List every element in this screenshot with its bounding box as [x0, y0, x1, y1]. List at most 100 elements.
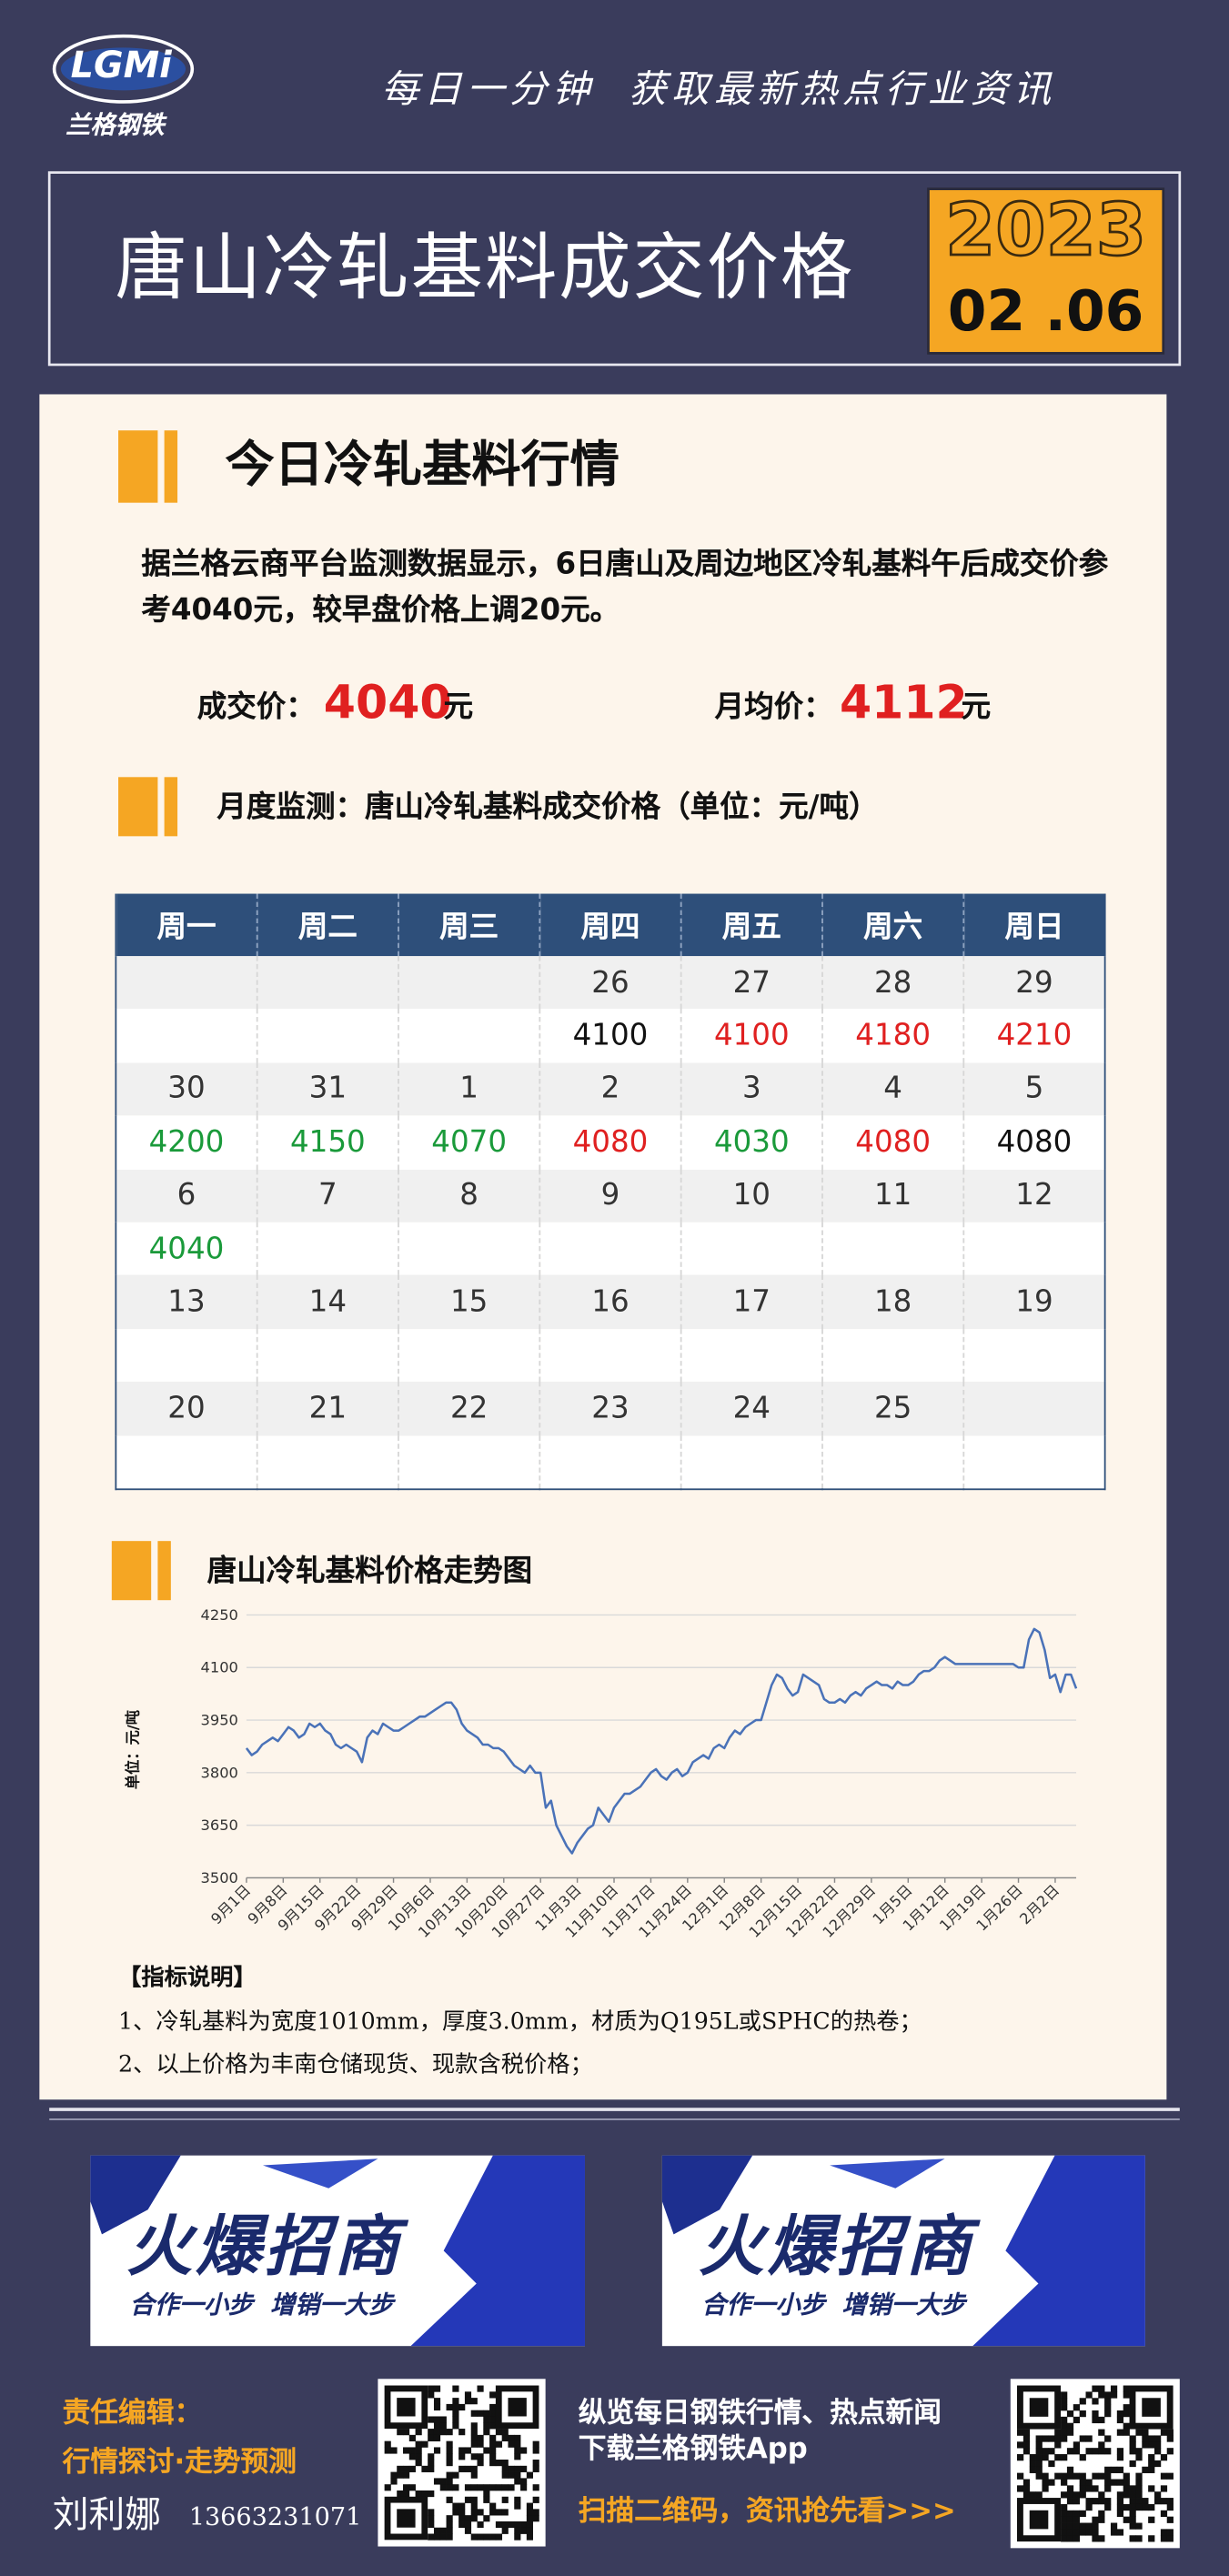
qr-module — [1148, 2516, 1155, 2523]
qr-module — [1079, 2485, 1086, 2492]
qr-module — [1098, 2516, 1105, 2523]
promo-line: 扫描二维码，资讯抢先看>>> — [578, 2495, 956, 2529]
qr-module — [1066, 2485, 1074, 2492]
brush — [410, 2155, 585, 2347]
qr-module — [439, 2422, 447, 2430]
qr-module — [403, 2429, 410, 2436]
table-cell — [257, 1009, 399, 1063]
qr-module — [508, 2440, 515, 2448]
qr-module — [403, 2447, 410, 2454]
table-cell — [821, 1434, 965, 1490]
qr-module — [452, 2422, 459, 2430]
logo-subtext: 兰格钢铁 — [65, 110, 165, 140]
qr-module — [433, 2429, 441, 2436]
qr-module — [526, 2471, 533, 2479]
qr-module — [1054, 2472, 1062, 2480]
qr-module — [483, 2533, 490, 2541]
qr-module — [483, 2484, 490, 2491]
qr-module — [495, 2509, 503, 2516]
qr-module — [1092, 2410, 1099, 2418]
qr-module — [403, 2484, 410, 2491]
qr-module — [1073, 2448, 1081, 2455]
price-label: 成交价： — [196, 689, 316, 725]
table-row: 13 14 15 16 17 18 19 — [116, 1275, 1106, 1329]
qr-module — [1148, 2503, 1155, 2511]
qr-module — [1116, 2503, 1124, 2511]
table-cell — [680, 1222, 823, 1276]
qr-module — [408, 2447, 416, 2454]
banner — [661, 2155, 1145, 2347]
section-heading: 月度监测：唐山冷轧基料成交价格（单位：元/吨） — [217, 790, 879, 825]
qr-module — [1085, 2503, 1093, 2511]
qr-module — [1098, 2472, 1105, 2480]
qr-module — [495, 2484, 503, 2491]
qr-module — [1035, 2491, 1043, 2499]
qr-module — [428, 2533, 435, 2541]
qr-module — [433, 2416, 441, 2423]
qr-module — [470, 2484, 478, 2491]
qr-module — [433, 2478, 441, 2485]
table-cell — [398, 1009, 541, 1063]
qr-module — [1116, 2448, 1124, 2455]
qr-module — [483, 2410, 490, 2417]
qr-module — [415, 2453, 422, 2460]
qr-module — [1054, 2441, 1062, 2449]
table-cell: 8 — [398, 1169, 541, 1223]
qr-module — [1116, 2491, 1124, 2499]
qr-module — [439, 2478, 447, 2485]
qr-module — [1104, 2472, 1112, 2480]
qr-module — [470, 2453, 478, 2460]
qr-module — [1042, 2485, 1049, 2492]
table-cell — [257, 956, 399, 1010]
qr-module — [483, 2515, 490, 2522]
qr-module — [452, 2416, 459, 2423]
qr-module — [520, 2478, 528, 2485]
qr-module — [428, 2515, 435, 2522]
qr-module — [1129, 2448, 1136, 2455]
qr-module — [1116, 2479, 1124, 2486]
qr-module — [1029, 2491, 1036, 2499]
qr-module — [1104, 2435, 1112, 2442]
page-title: 唐山冷轧基料成交价格 — [115, 226, 855, 311]
qr-module — [1042, 2454, 1049, 2461]
table-cell: 4150 — [257, 1115, 399, 1170]
qr-module — [446, 2515, 453, 2522]
qr-module — [1104, 2503, 1112, 2511]
qr-module — [470, 2422, 478, 2430]
qr-module — [526, 2533, 533, 2541]
table-cell: 17 — [680, 1275, 823, 1329]
table-cell — [963, 1328, 1106, 1383]
qr-module — [1085, 2529, 1093, 2536]
qr-module — [1035, 2472, 1043, 2480]
qr-module — [532, 2465, 539, 2472]
qr-module — [1085, 2485, 1093, 2492]
table-cell: 29 — [963, 956, 1106, 1010]
qr-module — [1066, 2522, 1074, 2530]
qr-module — [415, 2429, 422, 2436]
qr-module — [1135, 2454, 1143, 2461]
qr-module — [1154, 2435, 1162, 2442]
qr-module — [508, 2471, 515, 2479]
qr-module — [1098, 2491, 1105, 2499]
qr-module — [1166, 2472, 1174, 2480]
qr-module — [514, 2502, 521, 2510]
qr-module — [1085, 2479, 1093, 2486]
qr-finder — [1129, 2385, 1174, 2430]
qr-module — [1061, 2404, 1068, 2411]
qr-module — [1029, 2460, 1036, 2468]
y-tick-label: 3650 — [201, 1816, 238, 1834]
qr-module — [1116, 2429, 1124, 2436]
qr-module — [1160, 2485, 1168, 2492]
qr-module — [508, 2434, 515, 2442]
qr-module — [483, 2490, 490, 2498]
brush — [972, 2155, 1145, 2347]
qr-module — [495, 2460, 503, 2467]
qr-module — [421, 2465, 428, 2472]
qr-module — [1079, 2472, 1086, 2480]
slogan: 每日一分钟 获取最新热点行业资讯 — [381, 68, 1056, 112]
qr-module — [1135, 2503, 1143, 2511]
qr-module — [1073, 2535, 1081, 2542]
qr-module — [495, 2440, 503, 2448]
qr-module — [1048, 2435, 1055, 2442]
qr-module — [1166, 2529, 1174, 2536]
